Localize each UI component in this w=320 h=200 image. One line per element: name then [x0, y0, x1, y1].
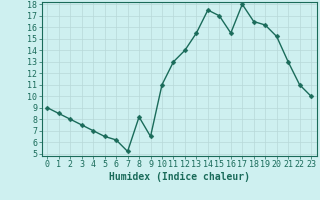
- X-axis label: Humidex (Indice chaleur): Humidex (Indice chaleur): [109, 172, 250, 182]
